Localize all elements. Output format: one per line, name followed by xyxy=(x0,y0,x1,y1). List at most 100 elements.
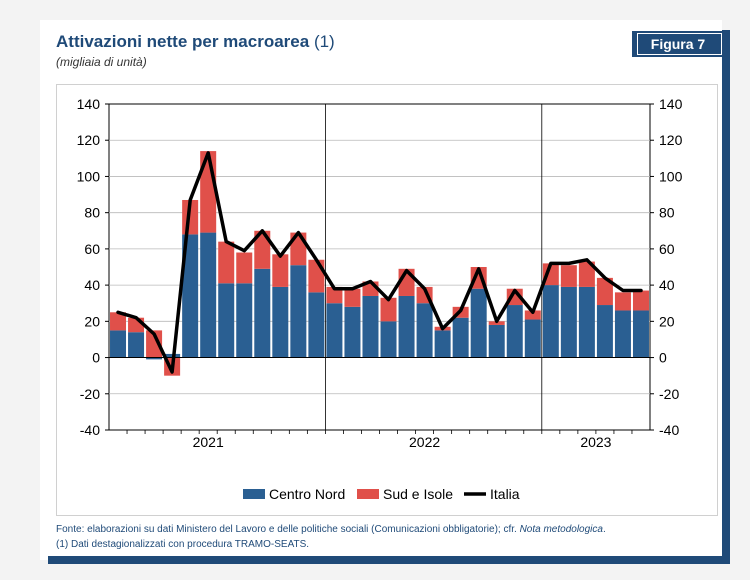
bar-centro-nord xyxy=(236,283,253,358)
legend-italia-label: Italia xyxy=(490,486,520,502)
bar-sud-isole xyxy=(344,288,361,307)
card-shadow-bottom xyxy=(48,556,730,564)
bar-sud-isole xyxy=(560,265,577,287)
y-tick-label-left: 140 xyxy=(77,96,101,112)
bar-sud-isole xyxy=(236,252,253,284)
bar-centro-nord xyxy=(110,330,127,358)
bar-centro-nord xyxy=(632,310,649,358)
point-italia xyxy=(604,277,606,279)
point-italia xyxy=(568,262,570,264)
bar-sud-isole xyxy=(632,290,649,311)
y-tick-label-left: 100 xyxy=(77,168,101,184)
y-tick-label-left: -20 xyxy=(80,386,100,402)
y-tick-label-left: 120 xyxy=(77,132,101,148)
footnote: (1) Dati destagionalizzati con procedura… xyxy=(56,539,310,550)
bar-centro-nord xyxy=(380,321,397,358)
chart-title-note: (1) xyxy=(313,32,335,51)
legend-centro-nord-label: Centro Nord xyxy=(269,486,345,502)
bar-centro-nord xyxy=(308,292,325,358)
point-italia xyxy=(297,232,299,234)
point-italia xyxy=(478,268,480,270)
x-year-label: 2023 xyxy=(580,434,611,450)
y-tick-label-right: 120 xyxy=(659,132,683,148)
y-tick-label-left: 80 xyxy=(84,205,100,221)
plot-area xyxy=(108,103,651,431)
point-italia xyxy=(622,290,624,292)
chart-title: Attivazioni nette per macroarea (1) xyxy=(56,32,335,52)
bar-centro-nord xyxy=(128,332,145,358)
bar-sud-isole xyxy=(308,259,325,293)
bar-sud-isole xyxy=(110,312,127,331)
point-italia xyxy=(333,288,335,290)
bar-centro-nord xyxy=(182,234,199,358)
bar-centro-nord xyxy=(470,288,487,358)
x-year-label: 2021 xyxy=(193,434,224,450)
bar-centro-nord xyxy=(452,317,469,358)
bar-sud-isole xyxy=(146,330,163,358)
legend-centro-nord-swatch xyxy=(243,489,265,499)
card-shadow-right xyxy=(722,30,730,564)
bar-sud-isole xyxy=(380,297,397,322)
source-text: Fonte: elaborazioni su dati Ministero de… xyxy=(56,524,520,535)
point-italia xyxy=(388,299,390,301)
point-italia xyxy=(586,259,588,261)
legend-sud-e-isole-swatch xyxy=(357,489,379,499)
bar-sud-isole xyxy=(488,321,505,325)
y-tick-label-left: 40 xyxy=(84,277,100,293)
bar-sud-isole xyxy=(218,241,235,284)
y-tick-label-right: 80 xyxy=(659,205,675,221)
bar-centro-nord xyxy=(344,306,361,358)
point-italia xyxy=(550,262,552,264)
point-italia xyxy=(117,311,119,313)
bar-centro-nord xyxy=(200,232,217,358)
y-tick-label-right: 100 xyxy=(659,168,683,184)
chart-title-text: Attivazioni nette per macroarea xyxy=(56,32,310,51)
point-italia xyxy=(243,250,245,252)
bar-centro-nord xyxy=(434,330,451,358)
y-tick-label-right: 20 xyxy=(659,313,675,329)
bar-centro-nord xyxy=(146,357,163,360)
point-italia xyxy=(532,311,534,313)
bar-centro-nord xyxy=(416,303,433,358)
bar-centro-nord xyxy=(578,286,595,358)
point-italia xyxy=(153,333,155,335)
bar-centro-nord xyxy=(506,305,523,358)
bar-centro-nord xyxy=(560,286,577,358)
x-year-label: 2022 xyxy=(409,434,440,450)
bar-centro-nord xyxy=(272,286,289,358)
point-italia xyxy=(207,152,209,154)
y-tick-label-left: 0 xyxy=(92,350,100,366)
point-italia xyxy=(406,270,408,272)
figure-badge: Figura 7 xyxy=(632,31,724,57)
y-tick-label-right: 140 xyxy=(659,96,683,112)
y-tick-label-right: -20 xyxy=(659,386,679,402)
bar-centro-nord xyxy=(326,303,343,358)
y-tick-label-right: 60 xyxy=(659,241,675,257)
point-italia xyxy=(424,288,426,290)
line-italia xyxy=(116,151,643,374)
point-italia xyxy=(261,230,263,232)
bar-sud-isole xyxy=(524,310,541,320)
bar-centro-nord xyxy=(542,285,559,358)
point-italia xyxy=(460,309,462,311)
y-tick-label-right: -40 xyxy=(659,422,679,438)
y-tick-label-right: 40 xyxy=(659,277,675,293)
bar-centro-nord xyxy=(254,268,271,358)
y-tick-label-left: 20 xyxy=(84,313,100,329)
y-tick-label-right: 0 xyxy=(659,350,667,366)
bar-sud-isole xyxy=(596,277,613,306)
point-italia xyxy=(189,199,191,201)
point-italia xyxy=(442,328,444,330)
bar-centro-nord xyxy=(290,265,307,358)
source-suffix: . xyxy=(602,524,606,535)
bar-centro-nord xyxy=(218,283,235,358)
point-italia xyxy=(315,259,317,261)
legend-sud-e-isole-label: Sud e Isole xyxy=(383,486,453,502)
point-italia xyxy=(225,241,227,243)
bar-sud-isole xyxy=(326,286,343,304)
bar-centro-nord xyxy=(362,295,379,358)
source-link-text: Nota metodologica xyxy=(519,524,603,535)
bar-sud-isole xyxy=(272,254,289,287)
y-tick-label-left: 60 xyxy=(84,241,100,257)
bar-sud-isole xyxy=(578,261,595,287)
